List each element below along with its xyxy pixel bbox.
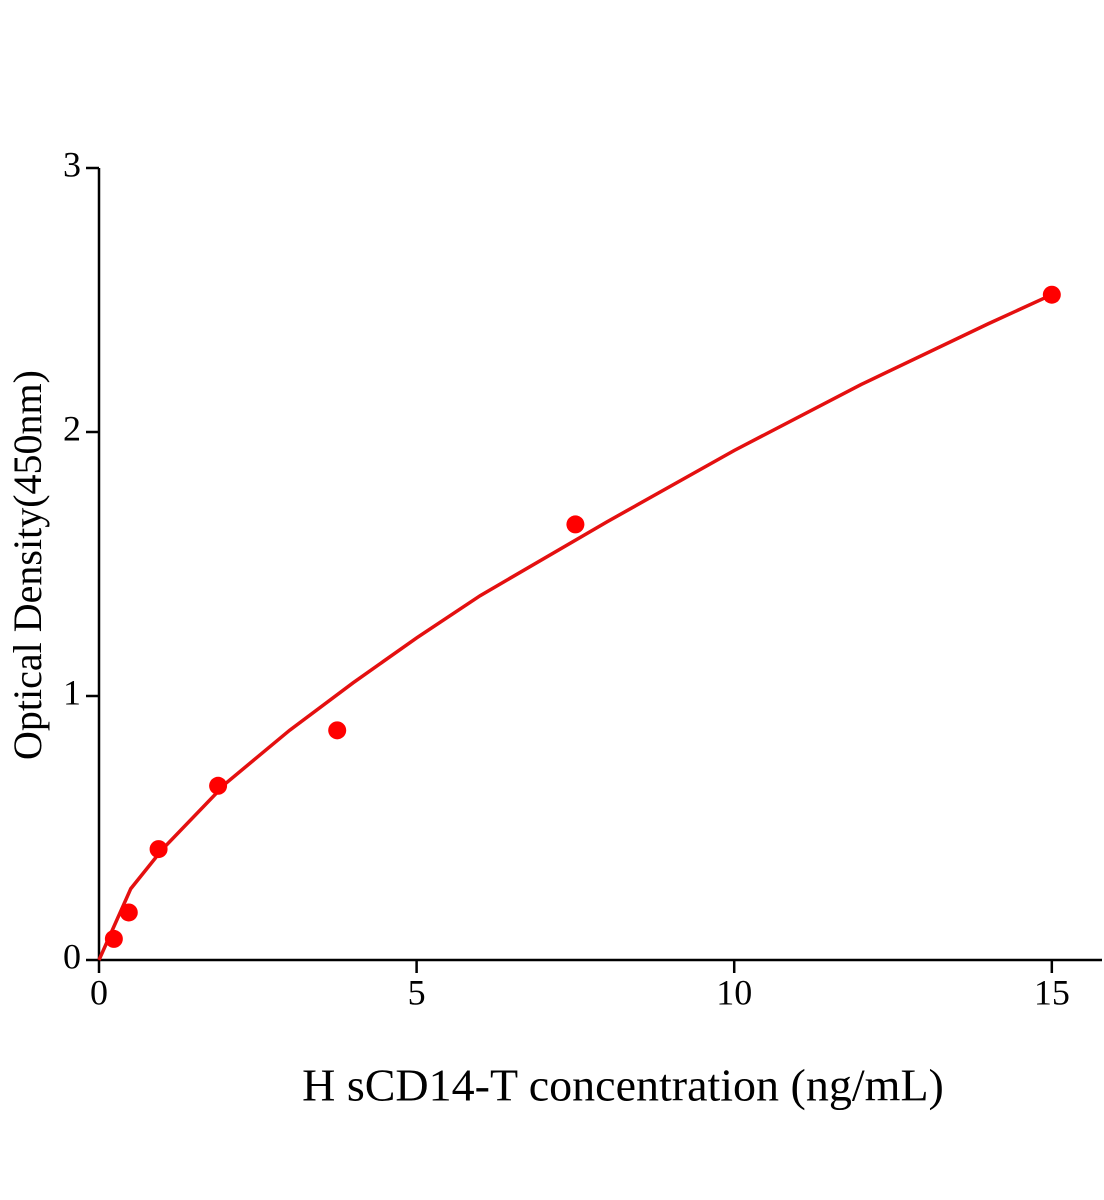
data-point <box>104 929 123 948</box>
data-point <box>119 903 138 922</box>
data-point <box>209 776 228 795</box>
x-tick-label: 0 <box>90 972 108 1012</box>
x-axis-label: H sCD14-T concentration (ng/mL) <box>302 1060 944 1111</box>
data-point <box>149 840 168 859</box>
y-tick-label: 1 <box>63 672 81 712</box>
x-tick-label: 15 <box>1034 972 1070 1012</box>
x-tick-label: 5 <box>408 972 426 1012</box>
data-point <box>328 721 347 740</box>
fit-curve <box>97 293 1053 961</box>
y-tick-label: 3 <box>63 144 81 184</box>
data-point <box>1042 285 1061 304</box>
y-tick-label: 2 <box>63 408 81 448</box>
x-tick-label: 10 <box>716 972 752 1012</box>
y-axis-label: Optical Density(450nm) <box>5 370 50 760</box>
data-point <box>566 515 585 534</box>
y-tick-label: 0 <box>63 936 81 976</box>
